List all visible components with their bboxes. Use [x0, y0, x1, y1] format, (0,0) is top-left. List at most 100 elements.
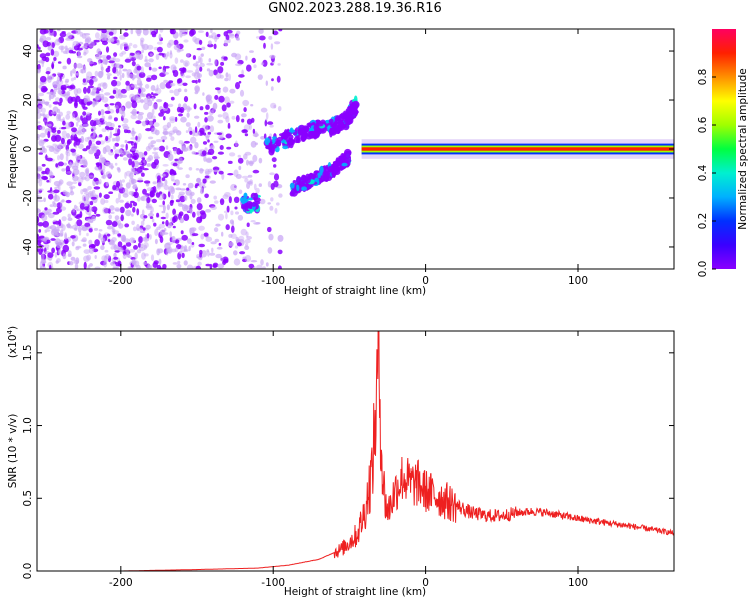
- noise-speckle: [204, 193, 209, 199]
- noise-speckle: [249, 179, 254, 186]
- noise-speckle: [163, 72, 169, 75]
- noise-speckle: [185, 130, 189, 134]
- noise-speckle: [108, 126, 114, 131]
- noise-speckle: [138, 236, 143, 244]
- noise-speckle: [100, 66, 104, 71]
- noise-speckle: [204, 111, 209, 115]
- noise-speckle: [38, 229, 42, 233]
- noise-speckle: [120, 214, 124, 222]
- noise-speckle: [115, 197, 120, 204]
- noise-speckle: [209, 180, 216, 184]
- noise-speckle: [165, 82, 172, 89]
- noise-speckle: [74, 227, 78, 231]
- colorbar-tick-label: 0.2: [697, 213, 709, 230]
- noise-speckle: [270, 86, 274, 91]
- spectrogram-x-tick-label: 100: [568, 275, 588, 287]
- noise-speckle: [235, 211, 239, 215]
- noise-speckle: [136, 52, 141, 60]
- noise-speckle: [180, 246, 187, 253]
- noise-speckle: [138, 72, 146, 78]
- noise-speckle: [48, 146, 55, 152]
- noise-speckle: [105, 181, 109, 187]
- noise-speckle: [82, 148, 88, 152]
- noise-speckle: [53, 148, 60, 155]
- noise-speckle: [172, 172, 177, 176]
- noise-speckle: [38, 139, 45, 147]
- spectrogram-y-ticks: -40 -20 0 20 40: [22, 44, 674, 256]
- noise-speckle: [274, 41, 281, 45]
- noise-speckle: [43, 138, 49, 142]
- noise-speckle: [184, 88, 188, 93]
- noise-speckle: [109, 103, 115, 106]
- noise-speckle: [92, 100, 100, 105]
- noise-speckle: [38, 46, 41, 50]
- branch-speckle: [334, 166, 341, 173]
- noise-speckle: [108, 151, 114, 156]
- noise-speckle: [243, 107, 247, 113]
- noise-speckle: [117, 247, 123, 251]
- noise-speckle: [93, 227, 99, 231]
- noise-speckle: [214, 238, 220, 243]
- noise-speckle: [96, 48, 101, 56]
- noise-speckle: [111, 79, 118, 87]
- noise-speckle: [252, 133, 259, 137]
- noise-speckle: [212, 264, 218, 268]
- noise-speckle: [64, 80, 69, 84]
- noise-speckle: [41, 248, 44, 252]
- noise-speckle: [98, 110, 101, 116]
- noise-speckle: [48, 177, 52, 184]
- snr-x-tick-label: -200: [109, 577, 133, 589]
- noise-speckle: [194, 142, 199, 149]
- noise-speckle: [170, 29, 176, 35]
- branch-speckle: [343, 153, 350, 160]
- noise-speckle: [226, 146, 232, 150]
- noise-speckle: [218, 242, 222, 246]
- noise-speckle: [50, 48, 55, 56]
- noise-speckle: [186, 187, 190, 191]
- noise-speckle: [277, 63, 281, 66]
- noise-speckle: [100, 170, 104, 176]
- noise-speckle: [114, 207, 120, 212]
- noise-speckle: [48, 94, 52, 101]
- noise-speckle: [101, 96, 109, 103]
- noise-speckle: [221, 231, 224, 237]
- noise-speckle: [80, 128, 85, 135]
- noise-speckle: [47, 75, 52, 83]
- noise-speckle: [191, 233, 199, 237]
- noise-speckle: [128, 158, 133, 166]
- colorbar-tick-label: 0.8: [697, 69, 709, 86]
- noise-speckle: [67, 250, 72, 257]
- noise-speckle: [45, 123, 49, 127]
- noise-speckle: [170, 136, 175, 142]
- noise-speckle: [59, 76, 62, 82]
- branch-speckle: [289, 182, 295, 189]
- noise-speckle: [115, 180, 121, 189]
- noise-speckle: [219, 198, 225, 206]
- noise-speckle: [208, 35, 214, 39]
- noise-speckle: [43, 244, 50, 249]
- noise-speckle: [83, 249, 91, 255]
- branch-speckle: [300, 135, 307, 141]
- noise-speckle: [37, 136, 40, 141]
- noise-speckle: [44, 207, 48, 211]
- noise-speckle: [49, 264, 52, 269]
- noise-speckle: [152, 118, 157, 123]
- noise-speckle: [270, 197, 274, 202]
- noise-speckle: [122, 68, 128, 72]
- noise-speckle: [74, 145, 78, 149]
- snr-x-tick-label: 100: [568, 577, 588, 589]
- noise-speckle: [221, 172, 225, 180]
- noise-speckle: [191, 242, 195, 245]
- noise-speckle: [162, 263, 167, 269]
- branch-speckle: [264, 137, 271, 146]
- noise-speckle: [190, 136, 197, 144]
- noise-speckle: [109, 95, 115, 99]
- noise-speckle: [230, 233, 237, 239]
- noise-speckle: [86, 218, 91, 222]
- noise-speckle: [48, 171, 54, 179]
- noise-speckle: [163, 116, 166, 121]
- noise-speckle: [56, 76, 60, 82]
- noise-speckle: [177, 88, 182, 93]
- noise-speckle: [48, 104, 52, 108]
- noise-speckle: [208, 109, 214, 116]
